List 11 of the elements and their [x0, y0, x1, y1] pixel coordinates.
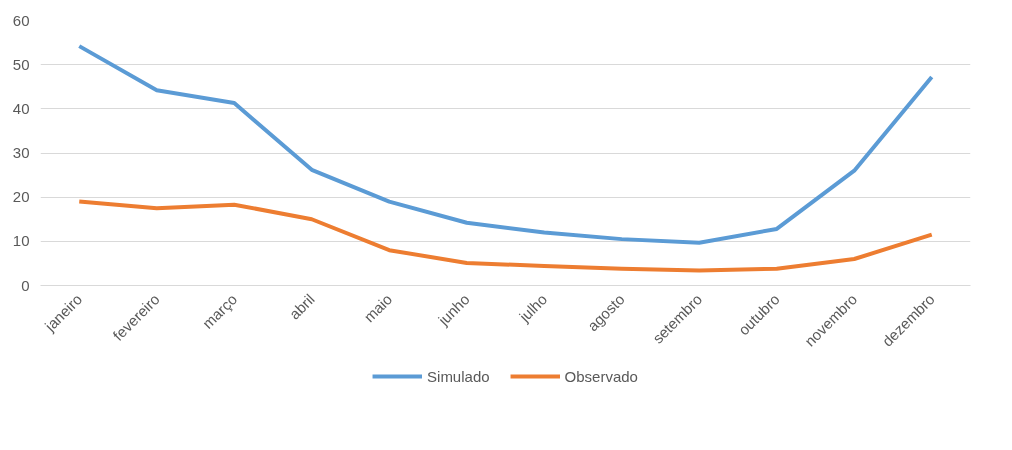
y-tick-label: 0 [21, 276, 30, 294]
y-tick-label: 50 [12, 55, 30, 73]
legend-label: Simulado [427, 367, 490, 385]
y-tick-label: 30 [12, 144, 30, 161]
y-tick-label: 20 [12, 188, 30, 206]
y-tick-label: 10 [12, 232, 30, 250]
line-series [77, 44, 934, 245]
legend-label: Observado [564, 367, 638, 385]
y-tick-label: 60 [12, 11, 30, 29]
y-tick-label: 40 [12, 99, 30, 117]
line-series [77, 199, 934, 273]
